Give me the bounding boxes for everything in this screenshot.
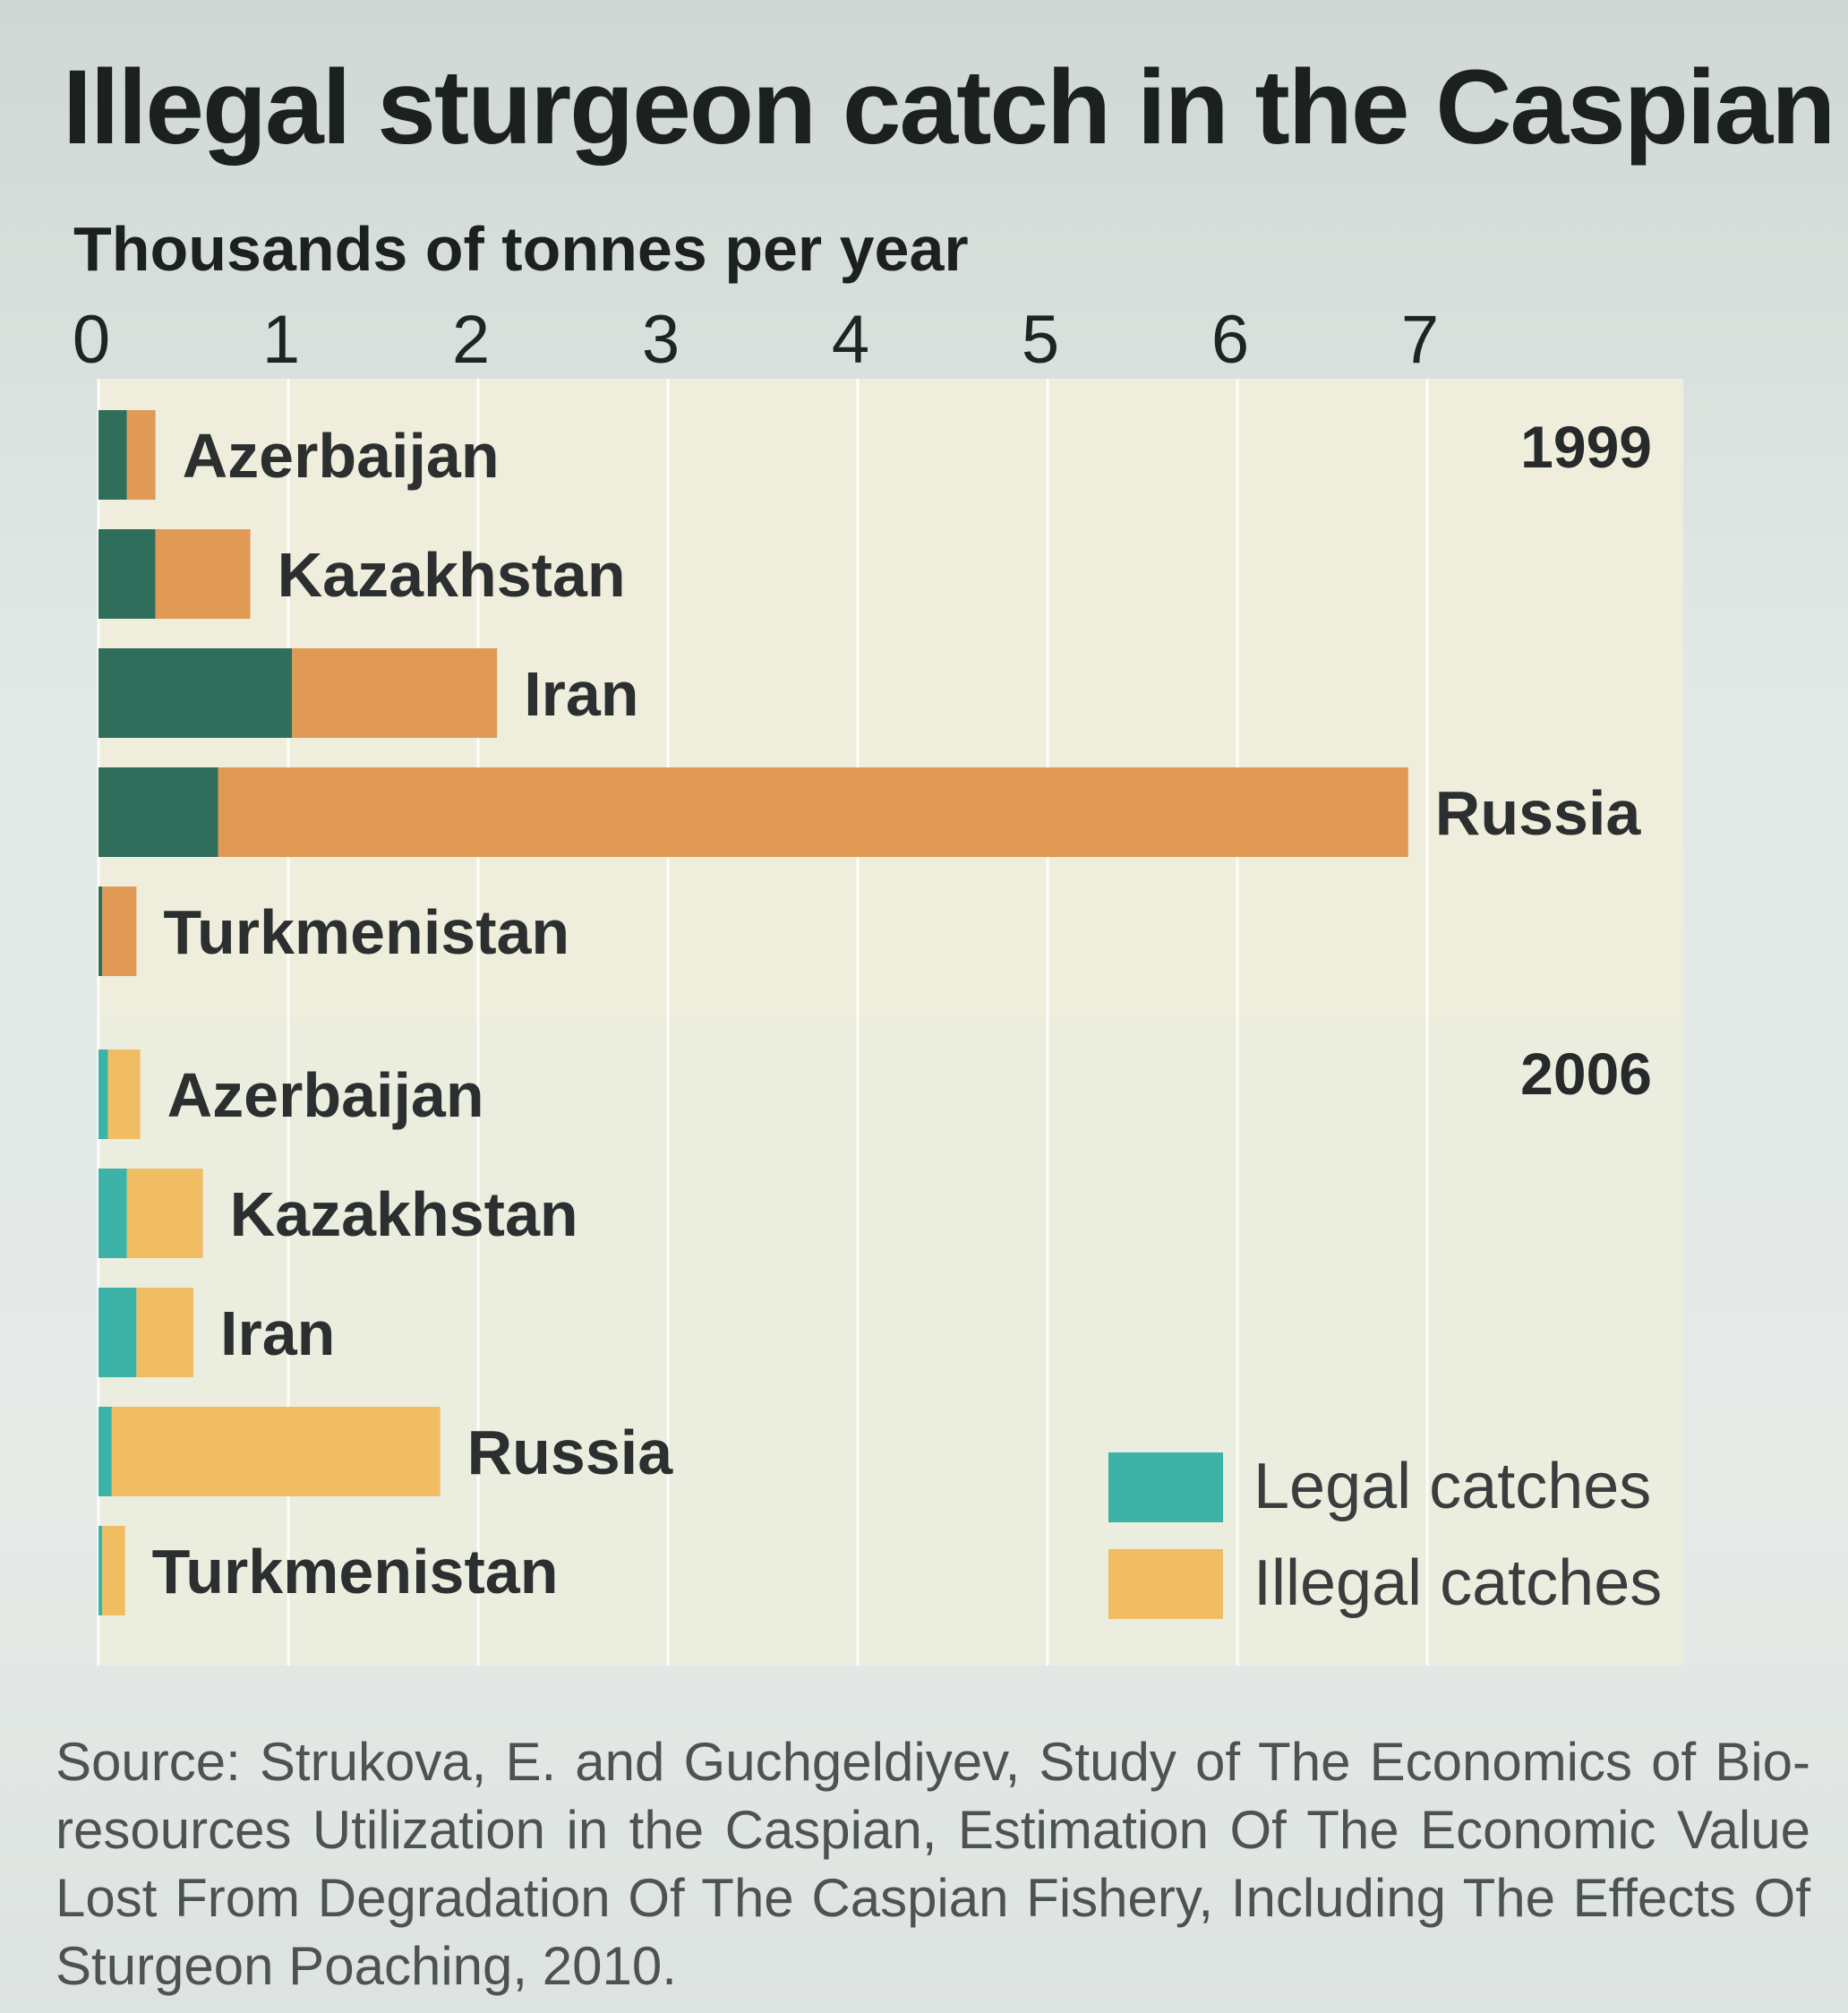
x-tick-label: 4 xyxy=(832,302,869,378)
bar-illegal xyxy=(292,648,498,738)
bar-illegal xyxy=(126,1169,203,1258)
source-note: Source: Strukova, E. and Guchgeldiyev, S… xyxy=(56,1732,1810,1996)
bar-illegal xyxy=(102,1526,125,1615)
bar-illegal xyxy=(107,1049,141,1139)
bar-legal xyxy=(98,887,103,976)
chart-title: Illegal sturgeon catch in the Caspian xyxy=(63,48,1835,167)
x-tick-label: 7 xyxy=(1401,302,1439,378)
legend: Legal catches Illegal catches xyxy=(1108,1451,1662,1619)
category-label: Russia xyxy=(467,1418,674,1487)
category-label: Kazakhstan xyxy=(278,540,626,610)
bar-legal xyxy=(98,1288,137,1377)
x-tick-label: 2 xyxy=(452,302,490,378)
bar-legal xyxy=(98,767,218,857)
bar-legal xyxy=(98,410,127,500)
category-label: Iran xyxy=(524,659,638,729)
x-tick-label: 0 xyxy=(73,302,110,378)
units-label: Thousands of tonnes per year xyxy=(73,214,969,284)
x-tick-label: 3 xyxy=(642,302,680,378)
chart-panels: 1999 Azerbaijan Kazakhstan Iran Russia Turkme… xyxy=(98,410,1652,1615)
bar-illegal xyxy=(126,410,156,500)
bar-illegal xyxy=(218,767,1408,857)
x-axis-ticks: 0 1 2 3 4 5 6 7 xyxy=(73,302,1439,378)
bar-illegal xyxy=(155,529,251,619)
category-label: Azerbaijan xyxy=(167,1060,484,1130)
bar-illegal xyxy=(111,1407,441,1496)
x-tick-label: 1 xyxy=(262,302,300,378)
bar-illegal xyxy=(102,887,137,976)
bar-legal xyxy=(98,1407,112,1496)
category-label: Turkmenistan xyxy=(152,1537,559,1606)
bar-legal xyxy=(98,1049,108,1139)
panel-1999: 1999 Azerbaijan Kazakhstan Iran Russia Turkme… xyxy=(98,410,1652,976)
stacked-bar-chart: 0 1 2 3 4 5 6 7 1999 Azerbaijan Kazakhstan Iran Rus… xyxy=(73,302,1683,1666)
bar-legal xyxy=(98,1526,103,1615)
panel-2006: 2006 Azerbaijan Kazakhstan Iran Russia Turkme… xyxy=(98,1041,1652,1615)
category-label: Iran xyxy=(220,1298,335,1368)
legend-label: Legal catches xyxy=(1253,1451,1651,1522)
category-label: Kazakhstan xyxy=(230,1179,578,1249)
bar-legal xyxy=(98,648,293,738)
panel-year-label: 2006 xyxy=(1520,1041,1652,1107)
category-label: Russia xyxy=(1435,778,1642,848)
x-tick-label: 6 xyxy=(1211,302,1249,378)
category-label: Azerbaijan xyxy=(183,421,500,491)
bar-legal xyxy=(98,1169,127,1258)
panel-year-label: 1999 xyxy=(1520,414,1652,480)
x-tick-label: 5 xyxy=(1022,302,1059,378)
legend-swatch xyxy=(1108,1549,1223,1619)
bar-illegal xyxy=(136,1288,193,1377)
category-label: Turkmenistan xyxy=(163,897,569,967)
panel-background-2006 xyxy=(98,1019,1683,1666)
legend-swatch xyxy=(1108,1452,1223,1522)
bar-legal xyxy=(98,529,156,619)
legend-label: Illegal catches xyxy=(1253,1547,1662,1619)
